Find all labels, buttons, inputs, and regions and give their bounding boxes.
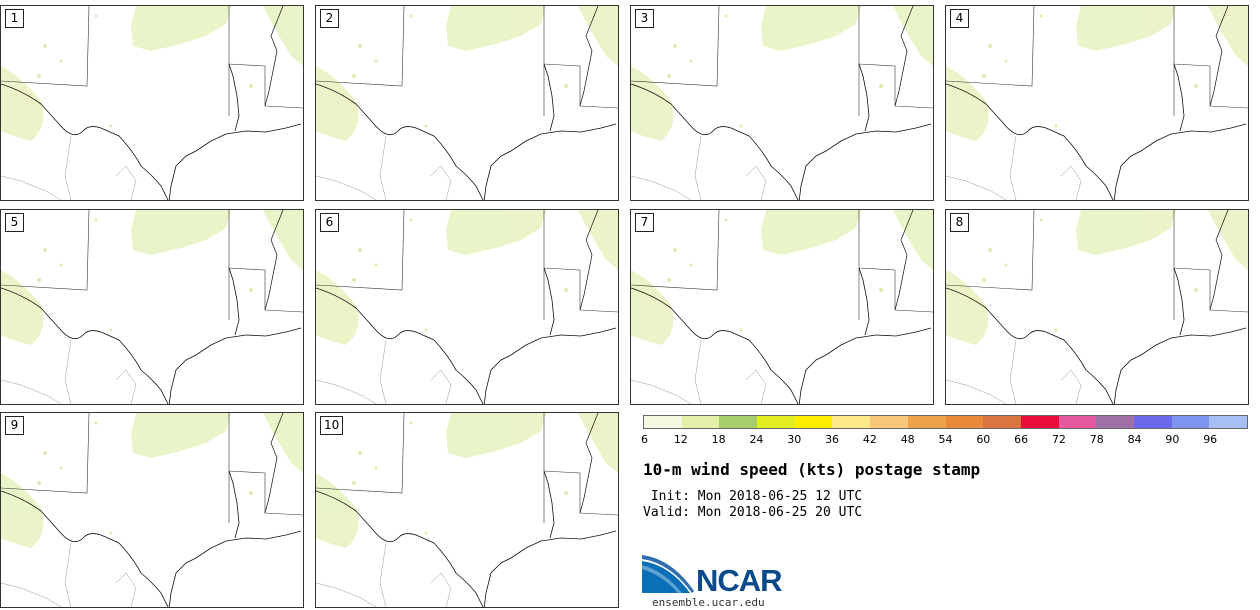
colorbar-swatch (681, 416, 720, 428)
member-number: 5 (5, 213, 24, 232)
colorbar-tick-label: 54 (938, 433, 953, 446)
colorbar-swatch (832, 416, 871, 428)
member-panel: 5 (0, 209, 304, 405)
colorbar-tick-label: 66 (1014, 433, 1029, 446)
colorbar (643, 415, 1248, 429)
member-number: 10 (320, 416, 344, 435)
wind-map (631, 6, 933, 200)
member-panel: 10 (315, 412, 619, 608)
wind-map (946, 6, 1248, 200)
wind-map (946, 210, 1248, 404)
colorbar-swatch (1209, 416, 1247, 428)
colorbar-tick-label: 30 (787, 433, 802, 446)
colorbar-swatch (1171, 416, 1210, 428)
colorbar-swatch (757, 416, 795, 428)
member-number: 9 (5, 416, 24, 435)
member-number: 7 (635, 213, 654, 232)
colorbar-tick-label: 12 (673, 433, 688, 446)
colorbar-swatch (719, 416, 758, 428)
member-number: 8 (950, 213, 969, 232)
colorbar-swatch (1133, 416, 1172, 428)
member-number: 4 (950, 9, 969, 28)
colorbar-swatch (1020, 416, 1059, 428)
colorbar-swatch (907, 416, 946, 428)
wind-map (316, 210, 618, 404)
member-panel: 7 (630, 209, 934, 405)
member-panel: 3 (630, 5, 934, 201)
member-panel: 6 (315, 209, 619, 405)
colorbar-tick-label: 24 (749, 433, 764, 446)
colorbar-tick-label: 90 (1165, 433, 1180, 446)
member-number: 3 (635, 9, 654, 28)
colorbar-tick-label: 78 (1089, 433, 1104, 446)
colorbar-swatch (870, 416, 908, 428)
init-time: Init: Mon 2018-06-25 12 UTC (643, 489, 863, 504)
colorbar-tick-label: 42 (862, 433, 877, 446)
wind-map (316, 6, 618, 200)
colorbar-tick-label: 72 (1051, 433, 1066, 446)
member-panel: 4 (945, 5, 1249, 201)
colorbar-swatch (1096, 416, 1134, 428)
wind-map (1, 210, 303, 404)
member-panel: 8 (945, 209, 1249, 405)
member-number: 2 (320, 9, 339, 28)
logo-url: ensemble.ucar.edu (652, 596, 765, 609)
wind-map (1, 6, 303, 200)
member-number: 1 (5, 9, 24, 28)
colorbar-swatch (1058, 416, 1097, 428)
ncar-logo-icon (642, 555, 694, 593)
member-number: 6 (320, 213, 339, 232)
colorbar-swatch (983, 416, 1021, 428)
logo-wordmark: NCAR (696, 563, 783, 598)
colorbar-tick-label: 96 (1203, 433, 1218, 446)
wind-map (316, 413, 618, 607)
member-panel: 2 (315, 5, 619, 201)
colorbar-tick-label: 84 (1127, 433, 1142, 446)
colorbar-tick-label: 6 (641, 433, 648, 446)
valid-time: Valid: Mon 2018-06-25 20 UTC (643, 505, 863, 520)
colorbar-ticks: 6 12 18 24 30 36 42 48 54 60 66 72 78 84 90 96 (641, 433, 1248, 447)
member-panel: 1 (0, 5, 304, 201)
colorbar-tick-label: 60 (976, 433, 991, 446)
colorbar-swatch (945, 416, 984, 428)
plot-title: 10-m wind speed (kts) postage stamp (643, 460, 981, 479)
wind-map (1, 413, 303, 607)
colorbar-swatch (644, 416, 682, 428)
colorbar-tick-label: 36 (825, 433, 840, 446)
colorbar-tick-label: 18 (711, 433, 726, 446)
colorbar-tick-label: 48 (900, 433, 915, 446)
member-panel: 9 (0, 412, 304, 608)
wind-map (631, 210, 933, 404)
colorbar-swatch (794, 416, 833, 428)
